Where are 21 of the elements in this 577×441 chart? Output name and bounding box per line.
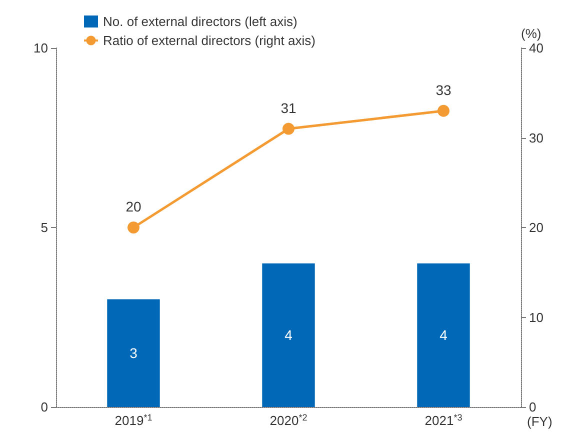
point: [438, 104, 450, 117]
y-tick-label: 5: [40, 220, 48, 235]
point: [282, 122, 294, 135]
y-tick-label: 10: [34, 40, 48, 56]
y2-tick-label: 0: [529, 400, 536, 414]
y-tick-label: 0: [40, 400, 48, 414]
y2-axis-title: (%): [521, 26, 542, 41]
x-axis-title: (FY): [527, 414, 552, 429]
legend-label: No. of external directors (left axis): [103, 14, 298, 29]
data-label: 4: [440, 327, 448, 344]
legend-label: Ratio of external directors (right axis): [103, 33, 316, 48]
y2-tick-label: 20: [529, 220, 544, 235]
data-label: 31: [280, 100, 296, 116]
data-label: 3: [130, 345, 138, 362]
y2-tick-label: 40: [529, 40, 544, 56]
data-label: 4: [284, 327, 293, 344]
point: [128, 222, 140, 234]
data-label: 33: [436, 82, 452, 98]
y2-tick-label: 10: [529, 310, 544, 325]
data-label: 20: [126, 198, 142, 214]
y2-tick-label: 30: [529, 130, 544, 146]
